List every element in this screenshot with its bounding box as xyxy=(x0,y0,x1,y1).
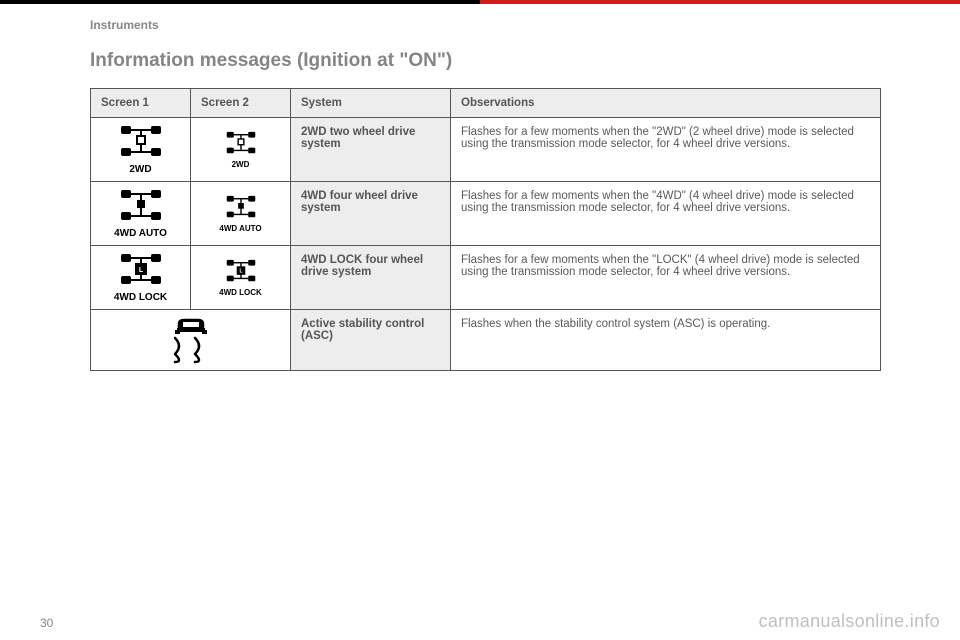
observation-cell: Flashes for a few moments when the "4WD"… xyxy=(451,182,881,246)
icon-4wd-auto-small: 4WD AUTO xyxy=(191,182,291,246)
system-cell: Active stability control (ASC) xyxy=(291,310,451,371)
top-accent-bar xyxy=(0,0,960,4)
table-row: Active stability control (ASC) Flashes w… xyxy=(91,310,881,371)
table-row: 4WD AUTO xyxy=(91,182,881,246)
icon-4wd-lock-large: L 4WD LOCK xyxy=(91,246,191,310)
col-screen1: Screen 1 xyxy=(91,89,191,118)
table-row: 2WD xyxy=(91,118,881,182)
svg-text:L: L xyxy=(239,269,242,275)
top-bar-red xyxy=(480,0,960,4)
col-system: System xyxy=(291,89,451,118)
manual-page: Instruments Information messages (Igniti… xyxy=(0,0,960,640)
table-row: L 4WD LOCK xyxy=(91,246,881,310)
icon-4wd-lock-small: L 4WD LOCK xyxy=(191,246,291,310)
system-cell: 4WD four wheel drive system xyxy=(291,182,451,246)
watermark: carmanualsonline.info xyxy=(759,611,940,632)
icon-label: 4WD AUTO xyxy=(95,228,186,239)
observation-cell: Flashes for a few moments when the "LOCK… xyxy=(451,246,881,310)
icon-label: 2WD xyxy=(195,160,286,169)
col-screen2: Screen 2 xyxy=(191,89,291,118)
page-number: 30 xyxy=(40,616,53,630)
col-observations: Observations xyxy=(451,89,881,118)
icon-4wd-auto-large: 4WD AUTO xyxy=(91,182,191,246)
table-header-row: Screen 1 Screen 2 System Observations xyxy=(91,89,881,118)
section-label: Instruments xyxy=(90,18,159,32)
icon-label: 4WD AUTO xyxy=(195,224,286,233)
observation-cell: Flashes for a few moments when the "2WD"… xyxy=(451,118,881,182)
page-title: Information messages (Ignition at "ON") xyxy=(90,50,452,72)
icon-label: 2WD xyxy=(95,164,186,175)
observation-cell: Flashes when the stability control syste… xyxy=(451,310,881,371)
icon-2wd-small: 2WD xyxy=(191,118,291,182)
icon-asc xyxy=(91,310,291,371)
icon-label: 4WD LOCK xyxy=(95,292,186,303)
icon-2wd-large: 2WD xyxy=(91,118,191,182)
system-cell: 2WD two wheel drive system xyxy=(291,118,451,182)
icon-label: 4WD LOCK xyxy=(195,288,286,297)
top-bar-black xyxy=(0,0,480,4)
system-cell: 4WD LOCK four wheel drive system xyxy=(291,246,451,310)
messages-table: Screen 1 Screen 2 System Observations xyxy=(90,88,880,371)
svg-text:L: L xyxy=(138,267,143,274)
